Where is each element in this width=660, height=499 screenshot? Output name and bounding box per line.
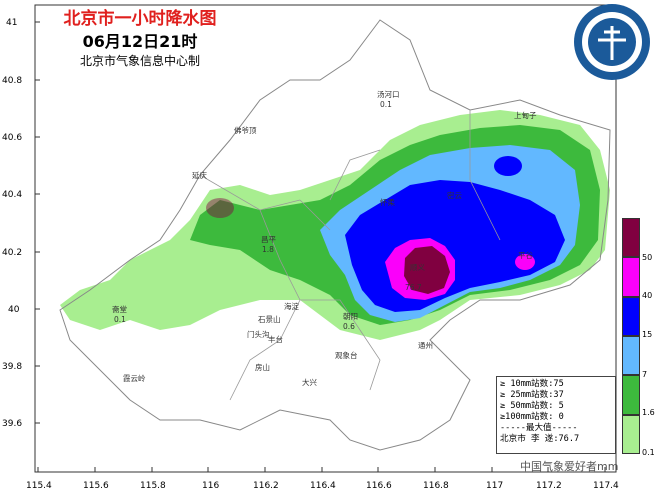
station-label: 佛爷顶 [234,125,257,135]
stat-line: ≥ 50mm站数: 5 [500,401,564,411]
legend-label: 7 [642,370,648,379]
station-label: 大兴 [302,377,317,387]
station-label: 延庆 [192,170,207,180]
y-tick-label: 40.2 [2,248,22,258]
rain-cell [515,254,535,270]
y-tick-label: 39.8 [2,362,22,372]
x-tick-label: 115.6 [83,481,109,491]
y-tick-label: 40.6 [2,133,22,143]
map-producer: 北京市气象信息中心制 [79,54,200,68]
x-axis [37,467,606,472]
rain-50-area [404,246,450,294]
y-tick-label: 41 [6,18,17,28]
station-label: 霞云岭 [123,373,146,383]
station-label: 顺义 [410,263,425,272]
y-tick-label: 40.8 [2,76,22,86]
legend-label: 40 [642,291,653,300]
station-value: 0.1 [114,315,126,324]
x-tick-label: 116.8 [423,481,449,491]
legend-swatch [622,414,640,454]
color-legend [622,218,640,454]
station-label: 平谷 [518,251,533,260]
legend-swatch [622,218,640,258]
stat-line: ≥ 25mm站数:37 [500,390,564,400]
beijing-boundary [59,19,611,451]
y-axis [35,21,40,424]
y-tick-label: 40 [8,305,20,315]
legend-label: 50 [642,253,653,262]
legend-swatch [622,257,640,297]
bms-logo [574,4,650,80]
legend-label: 1.6 [642,408,655,417]
station-label: 上甸子 [514,110,537,120]
y-tick-label: 40.4 [2,190,22,200]
legend-swatch [622,375,640,415]
station-label: 通州 [418,340,433,350]
x-tick-label: 117.4 [593,481,619,491]
station-label: 昌平 [261,235,276,244]
station-value: 76.7 [405,283,422,292]
legend-label: 0.1 [642,448,655,457]
legend-swatch [622,336,640,376]
rain-cell [494,156,522,176]
station-label: 斋堂 [112,304,127,314]
district-lines [199,110,501,401]
station-label: 海淀 [284,301,299,311]
stat-line: -----最大值----- [500,423,578,433]
stat-line: ≥100mm站数: 0 [500,412,564,422]
y-tick-label: 39.6 [2,419,22,429]
x-tick-label: 115.4 [26,481,52,491]
x-tick-label: 115.8 [140,481,166,491]
station-stats-box: ≥ 10mm站数:75 ≥ 25mm站数:37 ≥ 50mm站数: 5 ≥100… [496,376,616,454]
x-tick-label: 116 [202,481,219,491]
station-value: 1.8 [262,245,274,254]
station-label: 丰台 [268,334,283,344]
legend-swatch [622,296,640,336]
x-tick-label: 116.6 [366,481,392,491]
station-label: 门头沟 [247,329,270,339]
x-tick-label: 116.2 [253,481,279,491]
station-label: 石景山 [258,314,281,324]
station-label: 密云 [447,190,462,200]
x-tick-label: 117.2 [536,481,562,491]
map-title: 北京市一小时降水图 [63,9,217,29]
station-value: 0.1 [380,100,392,109]
x-tick-label: 117 [486,481,503,491]
station-value: 0.6 [343,322,355,331]
station-label: 朝阳 [343,312,358,321]
x-tick-label: 116.4 [310,481,336,491]
stat-line: ≥ 10mm站数:75 [500,379,564,389]
legend-label: 15 [642,330,653,339]
map-time: 06月12日21时 [82,32,198,51]
stat-line: 北京市 李 遂:76.7 [500,434,580,444]
station-label: 怀柔 [380,197,395,207]
station-label: 观象台 [335,350,358,360]
watermark: 中国气象爱好者mm [520,460,619,473]
rain-cell [206,198,234,218]
station-label: 汤河口 [377,90,400,99]
station-label: 房山 [255,362,270,372]
